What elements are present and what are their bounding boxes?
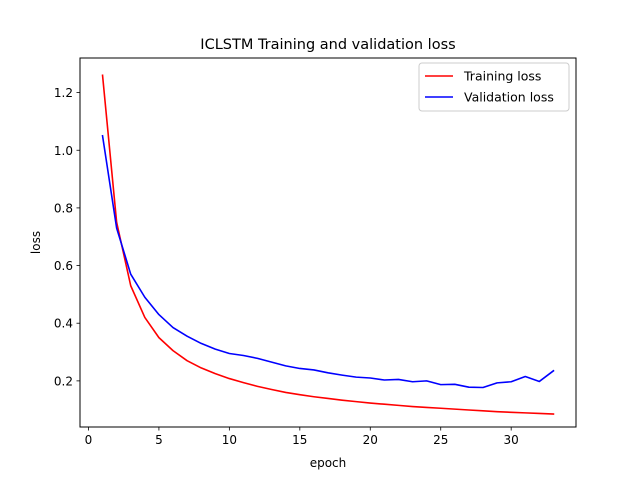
y-tick-label: 1.2 — [54, 86, 73, 100]
x-tick-label: 0 — [85, 433, 93, 447]
x-tick-label: 5 — [155, 433, 163, 447]
x-tick-label: 15 — [292, 433, 307, 447]
x-axis: 0 5 10 15 20 25 30 — [85, 427, 519, 447]
legend-label-training-loss: Training loss — [463, 69, 541, 84]
x-tick-label: 30 — [504, 433, 519, 447]
x-tick-label: 20 — [363, 433, 378, 447]
y-tick-label: 0.8 — [54, 201, 73, 215]
plot-area — [79, 57, 577, 428]
y-tick-label: 0.4 — [54, 317, 73, 331]
x-tick-label: 10 — [222, 433, 237, 447]
y-axis-label: loss — [29, 231, 43, 254]
plot-background — [80, 58, 576, 427]
y-tick-label: 1.0 — [54, 144, 73, 158]
y-tick-label: 0.2 — [54, 374, 73, 388]
training-loss-line — [101, 74, 555, 415]
validation-loss-line — [101, 134, 555, 389]
y-axis: 0.2 0.4 0.6 0.8 1.0 1.2 — [54, 86, 80, 388]
y-tick-label: 0.6 — [54, 259, 73, 273]
legend: Training loss Validation loss — [418, 62, 570, 112]
chart-title: ICLSTM Training and validation loss — [200, 37, 455, 53]
x-axis-label: epoch — [310, 456, 347, 470]
x-tick-label: 25 — [433, 433, 448, 447]
legend-box — [418, 62, 570, 112]
legend-label-validation-loss: Validation loss — [464, 90, 554, 105]
plot-frame — [79, 57, 577, 428]
series-layer — [101, 74, 555, 415]
